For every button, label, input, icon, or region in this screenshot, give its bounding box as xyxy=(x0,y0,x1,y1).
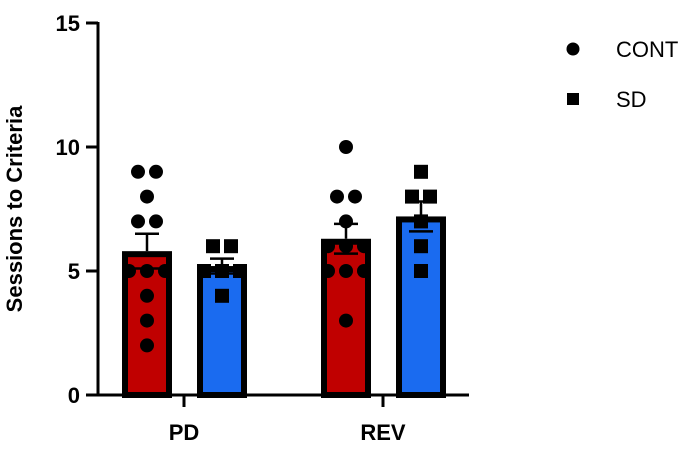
y-tick-label: 10 xyxy=(56,135,80,160)
data-point-circle xyxy=(140,264,154,278)
data-point-square xyxy=(414,164,428,179)
data-point-circle xyxy=(131,164,145,179)
data-point-circle xyxy=(339,214,353,229)
bar-cont-rev xyxy=(321,140,371,398)
data-point-square xyxy=(224,239,238,254)
data-point-circle xyxy=(357,239,371,254)
data-point-square xyxy=(197,264,211,278)
y-tick-label: 5 xyxy=(68,259,80,284)
data-point-square xyxy=(215,288,229,303)
bars-group xyxy=(122,140,446,399)
data-point-square xyxy=(414,239,428,254)
data-point-circle xyxy=(140,313,154,328)
y-axis-label: Sessions to Criteria xyxy=(2,105,27,312)
data-point-circle xyxy=(140,338,154,353)
data-point-square xyxy=(414,214,428,229)
data-point-circle xyxy=(321,239,335,254)
data-point-circle xyxy=(122,264,136,278)
data-point-circle xyxy=(339,239,353,254)
data-point-circle xyxy=(330,189,344,204)
bar-rect xyxy=(197,266,247,399)
data-point-circle xyxy=(149,164,163,179)
x-axis: PD REV xyxy=(90,393,469,445)
legend-item-cont: CONT xyxy=(566,37,678,62)
data-point-square xyxy=(423,189,437,204)
legend-item-sd: SD xyxy=(567,87,647,112)
square-marker-icon xyxy=(567,93,579,105)
data-point-square xyxy=(206,239,220,254)
data-point-circle xyxy=(321,264,335,278)
data-point-square xyxy=(405,189,419,204)
data-point-circle xyxy=(339,264,353,278)
data-point-circle xyxy=(158,264,172,278)
x-category-label-rev: REV xyxy=(360,420,406,445)
y-tick-label: 0 xyxy=(68,383,80,408)
data-point-square xyxy=(233,264,247,278)
circle-marker-icon xyxy=(566,42,580,56)
legend: CONT SD xyxy=(566,37,678,112)
data-point-circle xyxy=(140,288,154,303)
legend-label-sd: SD xyxy=(616,87,647,112)
data-point-circle xyxy=(131,214,145,229)
data-point-circle xyxy=(339,313,353,328)
bar-sd-pd xyxy=(197,239,247,399)
bar-sd-rev xyxy=(396,164,446,398)
data-point-circle xyxy=(357,264,371,278)
y-axis: 0 5 10 15 xyxy=(56,11,100,408)
data-point-circle xyxy=(339,140,353,154)
x-category-label-pd: PD xyxy=(169,420,200,445)
y-tick-label: 15 xyxy=(56,11,80,36)
data-point-circle xyxy=(348,189,362,204)
y-axis-title: Sessions to Criteria xyxy=(2,105,27,312)
legend-label-cont: CONT xyxy=(616,37,678,62)
data-point-square xyxy=(215,264,229,278)
bar-cont-pd xyxy=(122,164,172,398)
data-point-circle xyxy=(140,189,154,204)
data-point-circle xyxy=(149,214,163,229)
data-point-square xyxy=(414,264,428,278)
